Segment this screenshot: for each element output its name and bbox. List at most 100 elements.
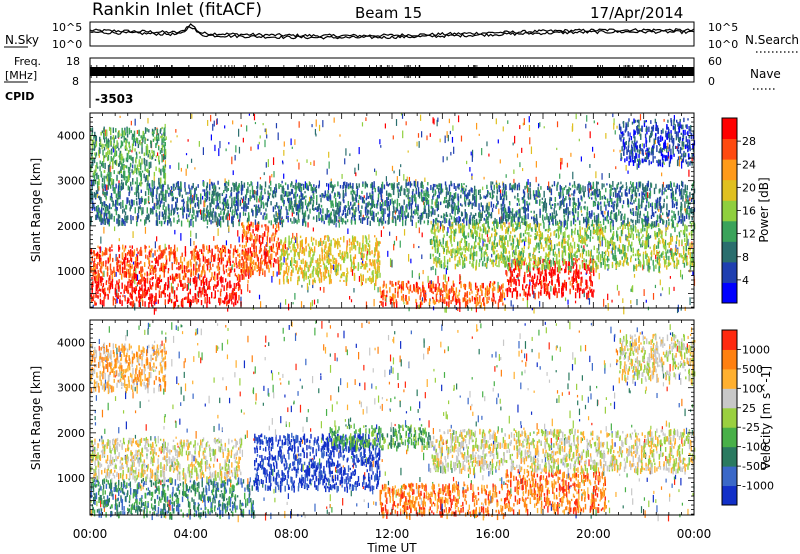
echo-cell: [97, 193, 99, 198]
echo-cell: [148, 288, 151, 293]
echo-cell: [196, 254, 199, 261]
echo-cell: [444, 299, 446, 304]
echo-cell: [571, 184, 574, 188]
echo-cell: [473, 222, 476, 229]
echo-cell: [325, 276, 328, 279]
echo-cell: [505, 195, 508, 201]
echo-cell: [310, 236, 313, 242]
echo-cell: [90, 266, 92, 274]
echo-cell: [516, 260, 518, 265]
echo-cell: [580, 287, 582, 291]
echo-cell: [302, 271, 304, 279]
echo-cell: [237, 254, 239, 257]
echo-cell: [493, 250, 496, 255]
echo-cell: [612, 253, 614, 260]
echo-cell: [179, 264, 182, 269]
echo-cell: [307, 267, 309, 273]
echo-cell: [430, 266, 432, 271]
echo-cell: [461, 227, 464, 234]
echo-cell: [258, 234, 261, 242]
echo-cell: [449, 257, 451, 263]
echo-cell: [308, 279, 311, 286]
echo-cell: [316, 266, 319, 274]
echo-cell: [94, 253, 96, 257]
echo-cell: [545, 264, 548, 269]
echo-cell: [571, 258, 573, 263]
echo-cell: [480, 289, 483, 294]
echo-cell: [379, 241, 381, 244]
echo-cell: [275, 242, 278, 248]
echo-cell: [578, 287, 581, 293]
echo-cell: [321, 214, 323, 223]
echo-cell: [217, 289, 219, 292]
echo-cell: [223, 270, 225, 275]
echo-cell: [552, 288, 555, 295]
echo-cell: [535, 260, 537, 265]
echo-cell: [512, 260, 514, 263]
echo-cell: [178, 162, 180, 170]
echo-cell: [299, 235, 302, 239]
echo-cell: [247, 221, 250, 228]
echo-cell: [92, 296, 94, 302]
echo-cell: [255, 261, 257, 266]
echo-cell: [269, 175, 271, 184]
echo-cell: [104, 191, 106, 198]
echo-cell: [429, 285, 431, 293]
echo-cell: [158, 254, 160, 260]
echo-cell: [250, 224, 252, 227]
echo-cell: [181, 300, 183, 307]
echo-cell: [272, 190, 274, 197]
echo-cell: [478, 232, 481, 238]
echo-cell: [144, 281, 146, 288]
echo-cell: [633, 264, 635, 272]
echo-cell: [260, 242, 263, 245]
echo-cell: [195, 280, 198, 287]
echo-cell: [608, 242, 611, 247]
echo-cell: [124, 271, 127, 278]
echo-cell: [305, 273, 307, 280]
echo-cell: [648, 201, 650, 209]
echo-cell: [569, 288, 571, 295]
echo-cell: [536, 242, 538, 249]
echo-cell: [202, 217, 205, 222]
echo-cell: [517, 192, 519, 197]
echo-cell: [673, 115, 675, 122]
echo-cell: [318, 262, 320, 268]
echo-cell: [246, 203, 248, 209]
echo-cell: [502, 237, 504, 241]
echo-cell: [198, 274, 201, 281]
echo-cell: [637, 230, 639, 233]
echo-cell: [468, 242, 470, 247]
echo-cell: [661, 189, 663, 196]
echo-cell: [528, 124, 531, 131]
echo-cell: [451, 223, 453, 227]
echo-cell: [428, 301, 431, 306]
echo-cell: [138, 206, 141, 210]
echo-cell: [317, 241, 320, 248]
echo-cell: [634, 265, 636, 270]
echo-cell: [377, 262, 379, 268]
echo-cell: [685, 244, 687, 247]
echo-cell: [128, 260, 130, 263]
echo-cell: [680, 197, 682, 200]
echo-cell: [213, 276, 215, 280]
echo-cell: [512, 288, 515, 292]
echo-cell: [361, 259, 364, 265]
echo-cell: [405, 121, 407, 126]
echo-cell: [202, 252, 204, 257]
echo-cell: [639, 210, 642, 216]
echo-cell: [339, 249, 341, 255]
echo-cell: [481, 298, 484, 303]
echo-cell: [571, 282, 573, 288]
echo-cell: [116, 296, 118, 304]
echo-cell: [446, 214, 449, 217]
echo-cell: [526, 185, 529, 193]
echo-cell: [194, 294, 196, 298]
echo-cell: [290, 197, 293, 204]
echo-cell: [564, 258, 566, 265]
echo-cell: [597, 264, 599, 270]
echo-cell: [265, 259, 267, 264]
echo-cell: [607, 264, 610, 269]
echo-cell: [522, 233, 525, 237]
echo-cell: [559, 157, 562, 162]
